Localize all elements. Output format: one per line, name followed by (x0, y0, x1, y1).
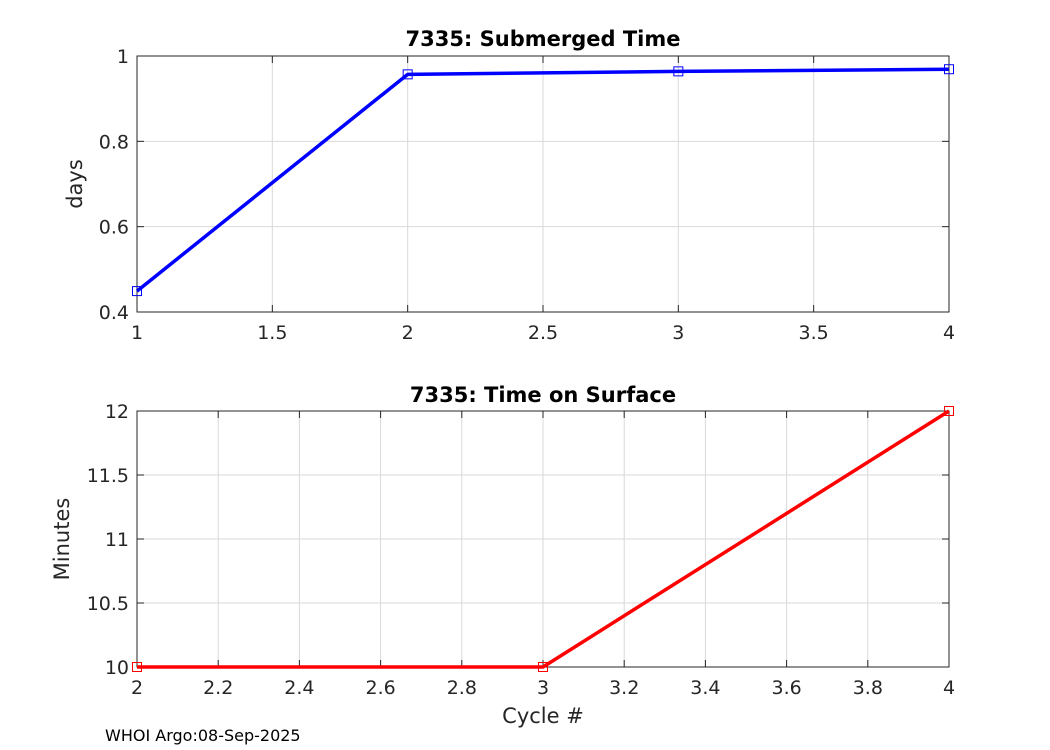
y-tick-label: 11.5 (87, 465, 129, 487)
x-tick-label: 3.6 (771, 677, 801, 699)
data-point-marker (538, 662, 548, 672)
y-tick-label: 0.8 (99, 131, 129, 153)
x-tick-label: 1.5 (257, 322, 287, 344)
x-tick-label: 3.8 (853, 677, 883, 699)
chart-title: 7335: Submerged Time (405, 27, 680, 51)
x-tick-label: 4 (943, 322, 955, 344)
y-tick-label: 12 (105, 401, 129, 423)
submerged-time-chart: 1 1.5 2 2.5 3 3.5 4 0.4 0.6 0.8 1 7335: Submerged T… (63, 27, 955, 344)
x-tick-label: 4 (943, 677, 955, 699)
x-tick-label: 3.4 (690, 677, 720, 699)
time-on-surface-chart: 2 2.2 2.4 2.6 2.8 3 3.2 3.4 3.6 3.8 4 10 10.5 11 11.5 1… (50, 383, 955, 728)
x-tick-label: 2.5 (528, 322, 558, 344)
x-tick-label: 3.5 (799, 322, 829, 344)
x-tick-label: 2.8 (447, 677, 477, 699)
x-tick-label: 2 (402, 322, 414, 344)
x-tick-label: 2.4 (284, 677, 314, 699)
y-tick-label: 1 (117, 46, 129, 68)
y-tick-label: 0.4 (99, 302, 129, 324)
y-tick-label: 11 (105, 529, 129, 551)
data-point-marker (132, 662, 142, 672)
x-tick-label: 3 (537, 677, 549, 699)
data-point-marker (673, 66, 684, 77)
x-tick-label: 3.2 (609, 677, 639, 699)
x-tick-label: 2 (131, 677, 143, 699)
y-tick-label: 10 (105, 657, 129, 679)
series-line (137, 409, 950, 669)
y-axis-label: days (63, 159, 87, 209)
x-tick-label: 3 (672, 322, 684, 344)
x-tick-label: 1 (131, 322, 143, 344)
data-point-marker (132, 286, 142, 297)
series-line (135, 67, 950, 293)
x-axis-label: Cycle # (502, 704, 584, 728)
data-point-marker (402, 69, 413, 80)
x-tick-label: 2.6 (365, 677, 395, 699)
chart-title: 7335: Time on Surface (410, 383, 676, 407)
y-tick-label: 10.5 (87, 593, 129, 615)
x-tick-label: 2.2 (203, 677, 233, 699)
y-axis-label: Minutes (50, 498, 74, 581)
data-point-marker (944, 406, 954, 416)
footer-credit: WHOI Argo:08-Sep-2025 (105, 726, 301, 745)
data-point-marker (944, 64, 954, 75)
y-tick-label: 0.6 (99, 217, 129, 239)
